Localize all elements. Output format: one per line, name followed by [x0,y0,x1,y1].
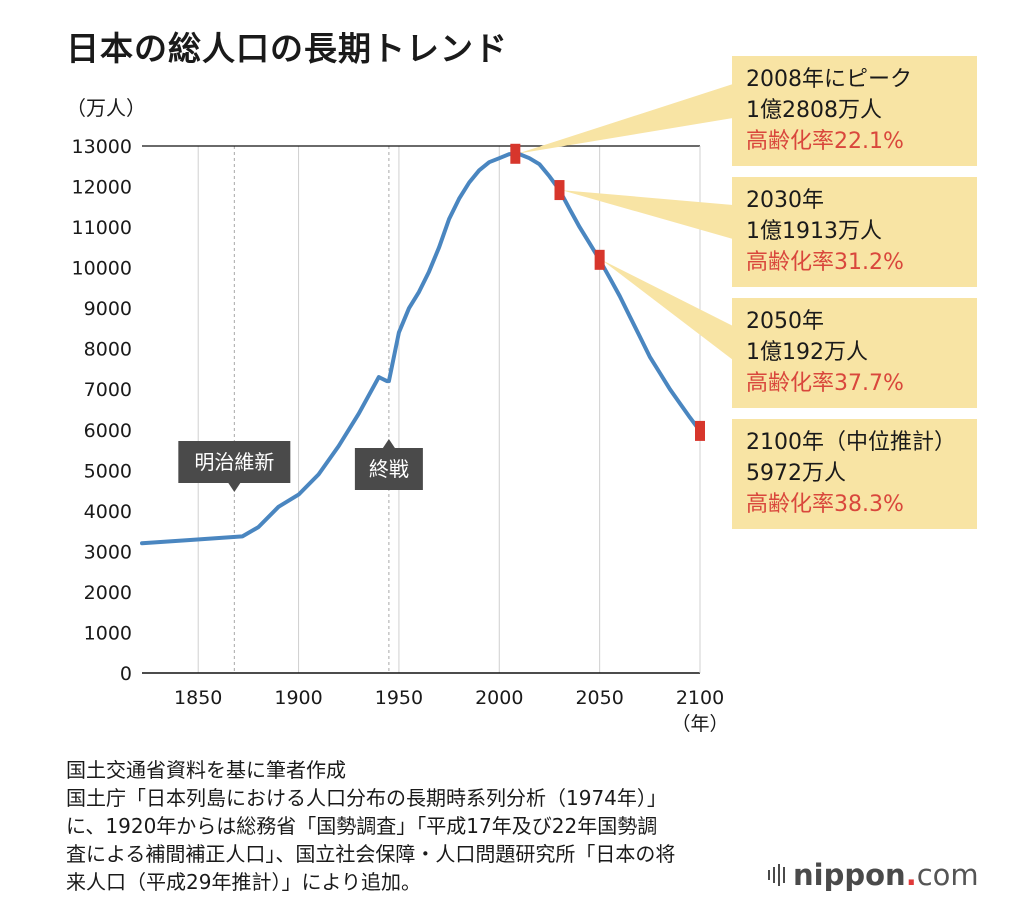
source-line: 国土庁「日本列島における人口分布の長期時系列分析（1974年）」 [66,786,667,810]
callout-2050: 2050年 1億192万人 高齢化率37.7% [732,298,977,408]
callout-population: 1億2808万人 [746,98,882,123]
event-annotation: 終戦 [354,439,423,490]
source-line: 国土交通省資料を基に筆者作成 [66,758,346,782]
x-tick-label: 2000 [475,687,523,709]
x-tick-label: 2050 [575,687,623,709]
callout-peak-2008: 2008年にピーク 1億2808万人 高齢化率22.1% [732,56,977,166]
x-tick-label: 1850 [174,687,222,709]
y-tick-label: 1000 [84,622,132,644]
y-tick-label: 10000 [72,258,132,280]
source-line: 来人口（平成29年推計）」により追加。 [66,870,422,894]
callout-connector [561,190,733,239]
logo-bars-icon [768,864,785,886]
callout-heading: 2050年 [746,309,824,334]
callout-2030: 2030年 1億1913万人 高齢化率31.2% [732,177,977,287]
event-annotation-label: 終戦 [369,457,409,481]
event-annotation-box [354,448,423,490]
logo-suffix: com [916,858,979,892]
callout-aging-rate: 高齢化率38.3% [746,492,904,517]
y-tick-label: 9000 [84,298,132,320]
event-annotation: 明治維新 [178,441,291,492]
callout-population: 1億1913万人 [746,219,882,244]
source-note: 国土交通省資料を基に筆者作成 国土庁「日本列島における人口分布の長期時系列分析（… [66,756,766,896]
callout-aging-rate: 高齢化率31.2% [746,250,904,275]
callout-aging-rate: 高齢化率37.7% [746,371,904,396]
y-tick-label: 5000 [84,460,132,482]
data-marker [695,420,705,441]
logo-dot: . [905,858,917,892]
event-annotation-label: 明治維新 [194,450,274,474]
y-tick-label: 12000 [72,177,132,199]
data-marker [594,249,605,270]
x-tick-label: 1900 [274,687,322,709]
chart-title: 日本の総人口の長期トレンド [66,29,508,68]
source-line: 査による補間補正人口」、国立社会保障・人口問題研究所「日本の将 [66,842,676,866]
x-tick-label: 2100 [676,687,724,709]
callout-heading: 2100年（中位推計） [746,430,956,455]
event-annotation-pointer [228,483,241,492]
data-marker [510,143,521,164]
callout-connector [517,84,733,154]
y-tick-label: 3000 [84,541,132,563]
y-tick-label: 6000 [84,420,132,442]
y-tick-label: 2000 [84,582,132,604]
y-tick-label: 8000 [84,339,132,361]
y-tick-label: 13000 [72,136,132,158]
x-tick-label: 1950 [375,687,423,709]
population-line [140,151,702,546]
logo-name: nippon [793,858,906,892]
callout-aging-rate: 高齢化率22.1% [746,129,904,154]
callout-population: 1億192万人 [746,340,868,365]
nippon-logo: nippon. com [768,858,979,892]
callout-population: 5972万人 [746,461,846,486]
callout-heading: 2008年にピーク [746,67,912,92]
source-line: に、1920年からは総務省「国勢調査」「平成17年及び22年国勢調 [66,814,658,838]
event-annotation-box [178,441,291,483]
data-marker [554,180,565,201]
y-axis-unit-label: （万人） [66,96,146,120]
y-tick-label: 4000 [84,501,132,523]
y-tick-label: 11000 [72,217,132,239]
callout-connector [601,259,733,360]
callout-heading: 2030年 [746,188,824,213]
y-tick-label: 7000 [84,379,132,401]
x-axis-unit-label: （年） [671,713,728,735]
event-annotation-pointer [382,439,395,448]
callout-2100: 2100年（中位推計） 5972万人 高齢化率38.3% [732,419,977,529]
y-tick-label: 0 [120,663,132,685]
